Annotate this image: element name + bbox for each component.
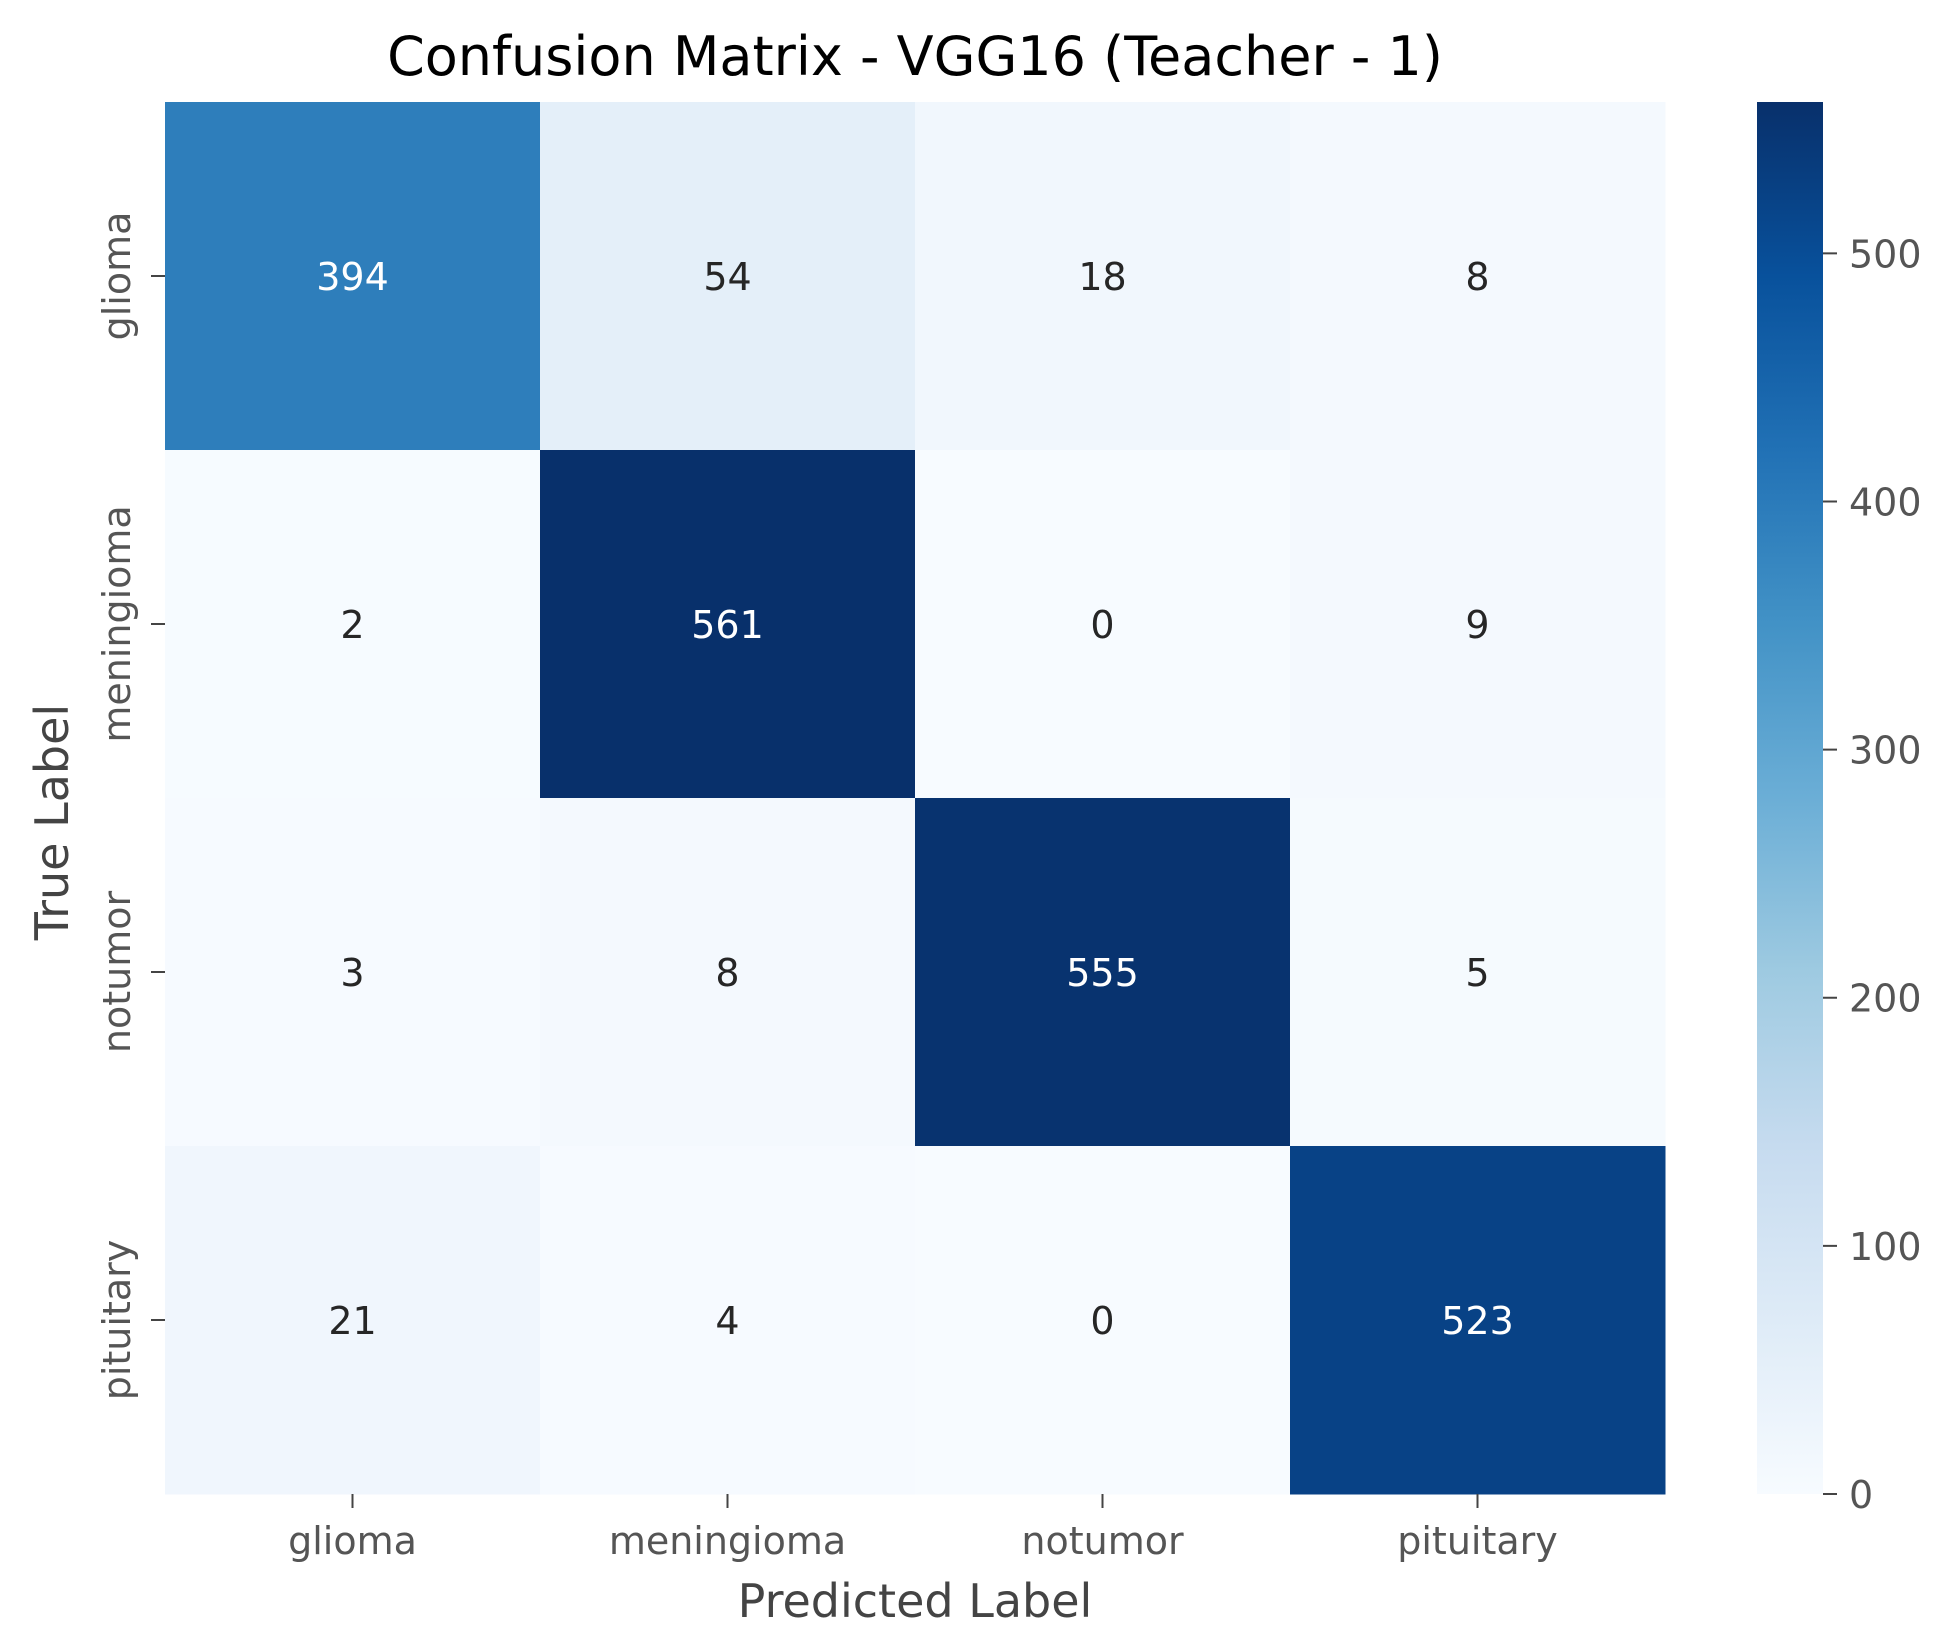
- heatmap-cell: [915, 102, 1291, 451]
- chart-title: Confusion Matrix - VGG16 (Teacher - 1): [387, 25, 1443, 88]
- heatmap-cell: [1290, 798, 1666, 1147]
- heatmap-cell: [915, 798, 1291, 1147]
- heatmap-cell: [1290, 450, 1666, 799]
- heatmap-cell: [165, 1146, 541, 1495]
- y-tick-label: pituitary: [95, 1240, 139, 1401]
- cell-value-label: 8: [1465, 255, 1489, 299]
- y-tick-label: notumor: [95, 891, 139, 1054]
- cell-value-label: 0: [1090, 603, 1114, 647]
- x-axis-label: Predicted Label: [738, 1574, 1093, 1628]
- cell-value-label: 394: [316, 255, 389, 299]
- heatmap-cell: [1290, 1146, 1666, 1495]
- heatmap-cell: [915, 450, 1291, 799]
- cell-value-label: 0: [1090, 1299, 1114, 1343]
- cell-value-label: 555: [1066, 951, 1139, 995]
- cell-value-label: 561: [691, 603, 764, 647]
- heatmap-cell: [165, 798, 541, 1147]
- y-axis: glioma meningioma notumor pituitary: [95, 212, 165, 1401]
- cell-value-label: 54: [703, 255, 751, 299]
- cell-value-label: 4: [715, 1299, 739, 1343]
- x-tick-label: pituitary: [1397, 1519, 1558, 1563]
- heatmap-cell: [540, 798, 916, 1147]
- heatmap-cells: [165, 102, 1666, 1495]
- heatmap-cell: [165, 450, 541, 799]
- x-tick-label: notumor: [1021, 1519, 1184, 1563]
- cell-value-label: 21: [328, 1299, 376, 1343]
- heatmap-cell-labels: 394 54 18 82 561 0 93 8 555 521 4 0 523: [316, 255, 1514, 1343]
- cell-value-label: 523: [1441, 1299, 1514, 1343]
- colorbar-tick-label: 200: [1849, 977, 1922, 1021]
- y-axis-label: True Label: [25, 704, 79, 941]
- heatmap-cell: [540, 450, 916, 799]
- cell-value-label: 18: [1078, 255, 1126, 299]
- cell-value-label: 5: [1465, 951, 1489, 995]
- x-tick-label: glioma: [288, 1519, 417, 1563]
- y-tick-label: glioma: [95, 212, 139, 341]
- colorbar-tick-label: 400: [1849, 480, 1922, 524]
- colorbar-ticks: 0 100 200 300 400 500: [1823, 232, 1922, 1517]
- cell-value-label: 2: [340, 603, 364, 647]
- x-tick-label: meningioma: [609, 1519, 846, 1563]
- heatmap-cell: [540, 102, 916, 451]
- colorbar: [1757, 102, 1823, 1494]
- cell-value-label: 8: [715, 951, 739, 995]
- heatmap-cell: [1290, 102, 1666, 451]
- x-axis: glioma meningioma notumor pituitary: [288, 1494, 1558, 1563]
- colorbar-tick-label: 0: [1849, 1473, 1873, 1517]
- cell-value-label: 3: [340, 951, 364, 995]
- colorbar-tick-label: 300: [1849, 729, 1922, 773]
- y-tick-label: meningioma: [95, 505, 139, 742]
- cell-value-label: 9: [1465, 603, 1489, 647]
- heatmap-cell: [915, 1146, 1291, 1495]
- colorbar-tick-label: 100: [1849, 1225, 1922, 1269]
- heatmap-cell: [165, 102, 541, 451]
- heatmap-cell: [540, 1146, 916, 1495]
- colorbar-tick-label: 500: [1849, 232, 1922, 276]
